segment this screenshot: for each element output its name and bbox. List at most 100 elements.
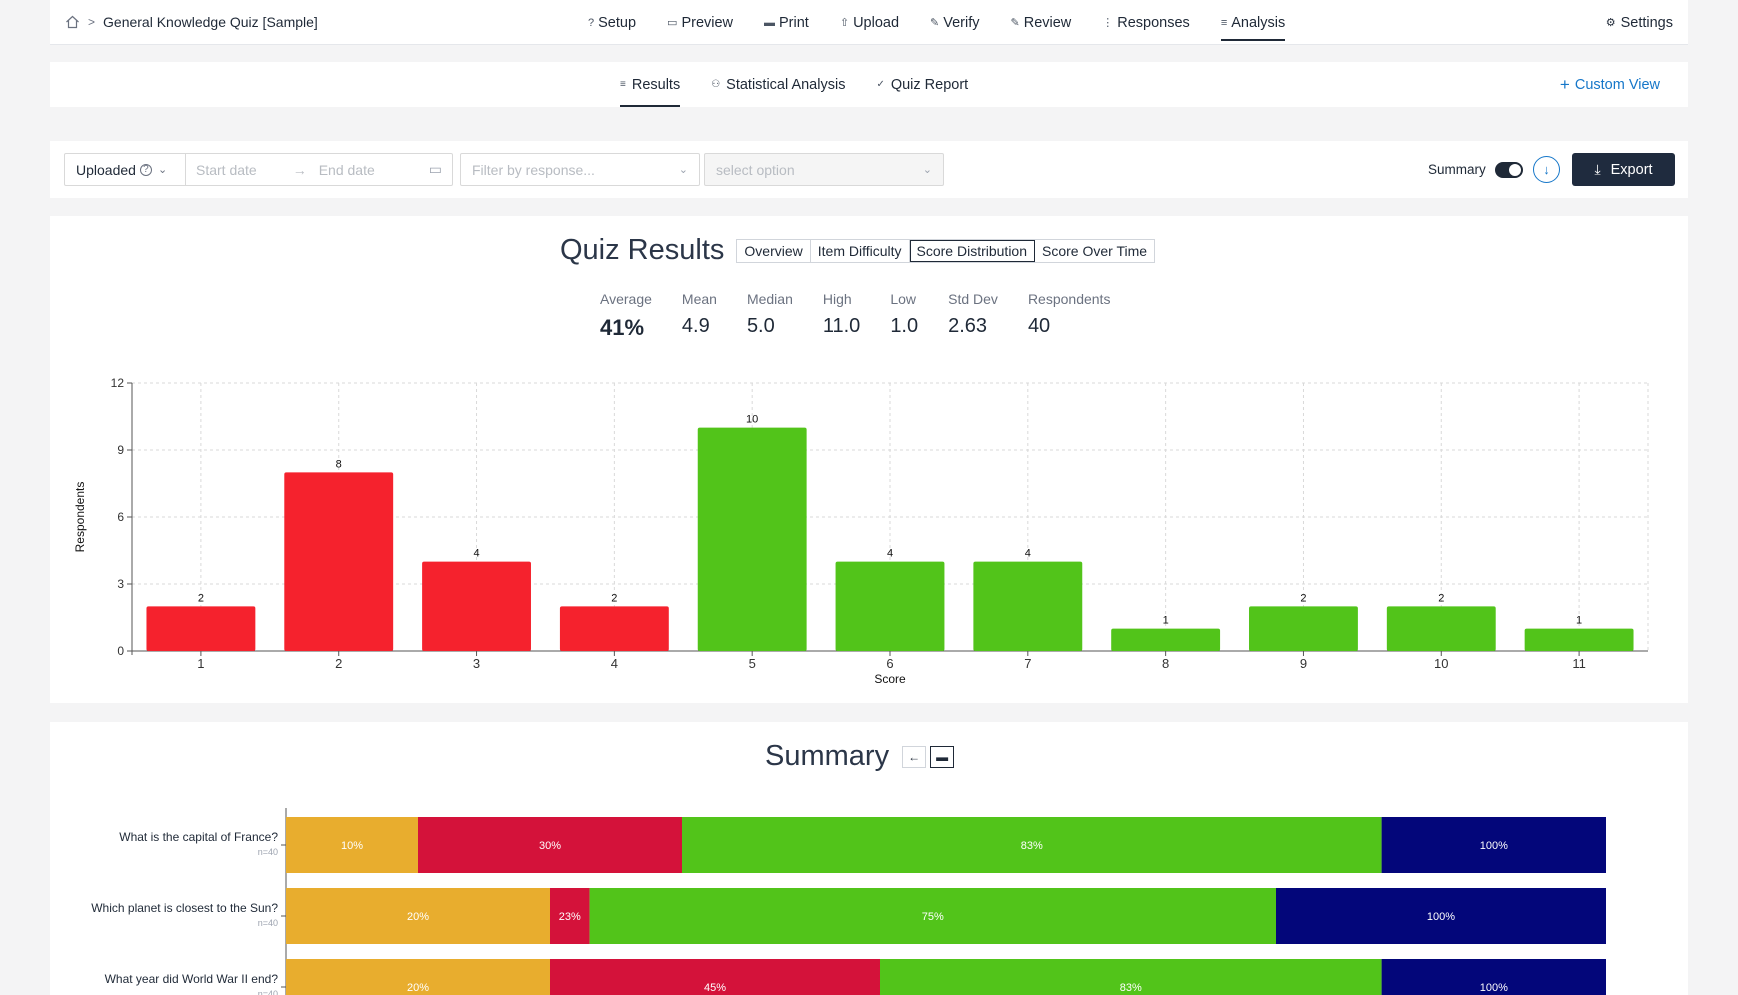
settings-button[interactable]: ⚙ Settings: [1606, 0, 1673, 45]
bar-value-label: 8: [336, 458, 342, 470]
stat-value: 1.0: [890, 315, 919, 337]
summary-segment[interactable]: [286, 817, 418, 873]
summary-segment[interactable]: [1276, 888, 1606, 944]
summary-segment[interactable]: [550, 959, 880, 995]
tab-label: Statistical Analysis: [726, 76, 846, 93]
segment-label: 23%: [559, 911, 581, 923]
summary-switch[interactable]: [1494, 161, 1523, 178]
sub-tabs: ≡ Results ⚇ Statistical Analysis ✓ Quiz Repor…: [50, 62, 1688, 107]
stat-label: Std Dev: [948, 291, 998, 307]
filter-by-response-select[interactable]: Filter by response... ⌄: [460, 153, 700, 186]
x-tick-label: 7: [1024, 656, 1031, 671]
end-date-input[interactable]: End date: [318, 161, 375, 178]
home-icon[interactable]: [65, 15, 80, 29]
bar-score-8[interactable]: [1111, 628, 1221, 651]
bar-value-label: 2: [198, 592, 204, 604]
date-range-picker: Uploaded ? ⌄ Start date → End date ▭: [64, 153, 453, 186]
bar-score-1[interactable]: [146, 606, 256, 651]
y-tick-label: 6: [117, 510, 124, 524]
summary-segment[interactable]: [1381, 959, 1606, 995]
bar-value-label: 10: [746, 414, 758, 426]
summary-segment[interactable]: [589, 888, 1276, 944]
option-select[interactable]: select option ⌄: [704, 153, 944, 186]
settings-label: Settings: [1620, 14, 1673, 31]
summary-segment[interactable]: [550, 888, 590, 944]
gear-icon: ⚙: [1605, 17, 1616, 29]
stat-median: Median 5.0: [747, 291, 793, 341]
nav-analysis[interactable]: ≡ Analysis: [1220, 0, 1286, 45]
question-label: Which planet is closest to the Sun?: [91, 901, 278, 915]
stat-std-dev: Std Dev 2.63: [948, 291, 998, 341]
bar-score-9[interactable]: [1249, 606, 1358, 651]
bar-score-2[interactable]: [284, 472, 394, 651]
y-axis-title: Respondents: [73, 482, 87, 553]
analysis-icon: ≡: [1220, 16, 1228, 29]
results-view-switcher: Overview Item Difficulty Score Distributio…: [736, 238, 1156, 263]
summary-segment[interactable]: [682, 817, 1382, 873]
summary-segment[interactable]: [1381, 817, 1606, 873]
breadcrumb-title[interactable]: General Knowledge Quiz [Sample]: [103, 14, 318, 30]
bar-score-4[interactable]: [559, 606, 669, 651]
nav-label: Print: [779, 14, 809, 31]
sub-tab-list: ≡ Results ⚇ Statistical Analysis ✓ Quiz Repor…: [620, 62, 999, 107]
bar-score-10[interactable]: [1386, 606, 1496, 651]
nav-setup[interactable]: ? Setup: [588, 0, 636, 45]
summary-segment[interactable]: [286, 888, 550, 944]
stat-value: 40: [1027, 315, 1051, 337]
summary-segment[interactable]: [418, 817, 682, 873]
tab-statistical-analysis[interactable]: ⚇ Statistical Analysis: [711, 62, 845, 107]
view-overview[interactable]: Overview: [737, 239, 811, 262]
x-tick-label: 11: [1572, 656, 1586, 671]
stat-value: 41%: [600, 315, 645, 340]
summary-segment[interactable]: [286, 959, 550, 995]
y-tick-label: 0: [117, 644, 124, 658]
nav-upload[interactable]: ⇧ Upload: [840, 0, 899, 45]
stat-value: 4.9: [681, 315, 710, 337]
export-button[interactable]: ⤓ Export: [1572, 153, 1675, 186]
summary-title: Summary: [765, 740, 890, 772]
nav-verify[interactable]: ✎ Verify: [930, 0, 979, 45]
results-stats: Average 41% Mean 4.9 Median 5.0 High 11.0 Low 1.0…: [600, 291, 1140, 341]
tab-label: Quiz Report: [890, 76, 969, 93]
option-select-placeholder: select option: [716, 161, 795, 178]
calendar-icon[interactable]: ▭: [428, 161, 442, 177]
arrow-right-icon: →: [292, 161, 307, 178]
respondent-count: n=40: [258, 989, 278, 995]
bar-score-5[interactable]: [697, 427, 807, 651]
bar-score-3[interactable]: [422, 561, 531, 651]
nav-review[interactable]: ✎ Review: [1011, 0, 1072, 45]
custom-view-button[interactable]: + Custom View: [1560, 62, 1660, 107]
download-icon[interactable]: ↓: [1533, 156, 1560, 183]
start-date-input[interactable]: Start date: [196, 161, 257, 178]
arrow-left-icon[interactable]: ←: [902, 745, 927, 768]
question-label: What is the capital of France?: [119, 830, 278, 844]
bar-value-label: 4: [887, 548, 893, 560]
nav-print[interactable]: ▬ Print: [764, 0, 809, 45]
bar-score-7[interactable]: [973, 561, 1083, 651]
respondent-count: n=40: [258, 918, 278, 928]
view-score-over-time[interactable]: Score Over Time: [1042, 242, 1148, 259]
view-score-distribution[interactable]: Score Distribution: [909, 239, 1036, 262]
stat-label: Mean: [681, 291, 717, 307]
chart-layout-icon[interactable]: ▬: [930, 745, 955, 768]
segment-label: 100%: [1427, 911, 1455, 923]
report-icon: ✓: [876, 79, 885, 90]
tab-quiz-report[interactable]: ✓ Quiz Report: [876, 62, 968, 107]
view-item-difficulty[interactable]: Item Difficulty: [811, 239, 910, 262]
nav-responses[interactable]: ⋮ Responses: [1102, 0, 1190, 45]
bar-score-11[interactable]: [1524, 628, 1634, 651]
download-icon: ⤓: [1594, 161, 1601, 177]
help-icon[interactable]: ?: [139, 163, 152, 176]
stat-label: Respondents: [1027, 291, 1111, 307]
bar-score-6[interactable]: [835, 561, 945, 651]
filter-bar: Uploaded ? ⌄ Start date → End date ▭ Fil…: [50, 141, 1688, 198]
x-tick-label: 4: [611, 656, 618, 671]
nav-preview[interactable]: ▭ Preview: [667, 0, 733, 45]
summary-segment[interactable]: [880, 959, 1382, 995]
date-mode-select[interactable]: Uploaded ? ⌄: [65, 154, 186, 185]
tab-results[interactable]: ≡ Results: [620, 62, 681, 107]
y-tick-label: 9: [117, 443, 124, 457]
stat-value: 5.0: [746, 315, 775, 337]
stat-mean: Mean 4.9: [682, 291, 717, 341]
chevron-down-icon: ⌄: [157, 164, 168, 176]
